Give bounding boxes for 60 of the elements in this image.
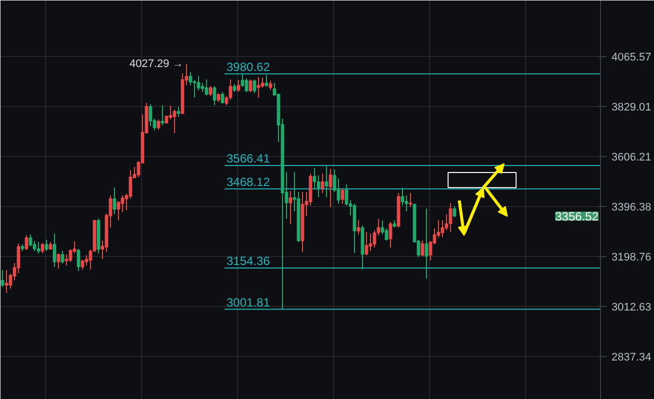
- candlestick: [256, 76, 260, 98]
- candlestick: [288, 190, 292, 225]
- annotation: 4027.29 →: [129, 58, 184, 70]
- candlestick: [368, 233, 372, 252]
- ref-line-label: 3566.41: [226, 152, 270, 166]
- candlestick: [172, 109, 176, 134]
- candlestick: [36, 242, 40, 254]
- candlestick: [388, 222, 392, 248]
- candlestick: [248, 79, 252, 93]
- candlestick: [64, 254, 68, 266]
- candlestick: [236, 80, 240, 93]
- candlestick: [112, 186, 116, 215]
- y-tick-label: 3198.76: [612, 251, 652, 264]
- ref-line-label: 3980.62: [226, 60, 270, 74]
- candlestick: [240, 72, 244, 88]
- candlestick: [328, 168, 332, 208]
- candlestick: [204, 79, 208, 96]
- candlestick: [220, 92, 224, 104]
- candlestick: [52, 233, 56, 268]
- candlestick: [252, 79, 256, 94]
- candlestick: [200, 82, 204, 93]
- candlestick: [340, 188, 344, 204]
- candlestick: [56, 253, 60, 270]
- candlestick: [320, 173, 324, 194]
- candlestick: [4, 270, 8, 294]
- candlestick: [24, 234, 28, 251]
- candlestick: [60, 250, 64, 264]
- candlestick: [324, 166, 328, 198]
- candlestick: [452, 206, 456, 218]
- ref-line-label: 3154.36: [226, 254, 270, 268]
- candlestick: [212, 86, 216, 106]
- y-tick-label: 4065.57: [612, 51, 652, 64]
- candlestick: [420, 240, 424, 257]
- candlestick: [0, 270, 4, 288]
- candlestick: [364, 232, 368, 256]
- candlestick: [448, 202, 452, 233]
- y-tick-label: 3606.21: [612, 151, 652, 164]
- candlestick: [244, 78, 248, 93]
- candlestick: [424, 208, 428, 280]
- candlestick: [40, 242, 44, 254]
- candlestick: [176, 106, 180, 118]
- candlestick: [208, 86, 212, 97]
- candlestick: [356, 220, 360, 235]
- candlestick: [28, 234, 32, 247]
- candlestick: [156, 118, 160, 130]
- y-tick-label: 3396.38: [612, 201, 652, 214]
- y-tick-label: 2837.34: [612, 351, 652, 364]
- candlestick: [264, 74, 268, 88]
- annotation: 3356.52: [555, 210, 599, 224]
- candlestick: [80, 259, 84, 270]
- y-tick-label: 3012.63: [612, 301, 652, 314]
- ref-line-label: 3001.81: [226, 295, 270, 310]
- candlestick: [160, 104, 164, 126]
- y-tick-label: 3829.01: [612, 101, 652, 114]
- candlestick: [408, 192, 412, 208]
- candlestick: [268, 80, 272, 90]
- ref-line-label: 3468.12: [226, 174, 270, 189]
- candlestick: [76, 248, 80, 272]
- candlestick: [148, 104, 152, 127]
- candlestick: [44, 239, 48, 252]
